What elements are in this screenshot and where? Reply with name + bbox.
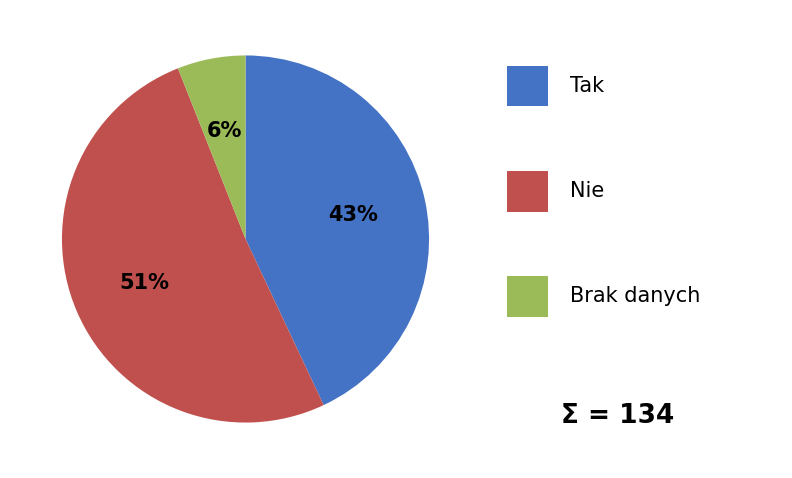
Text: Nie: Nie xyxy=(570,181,604,201)
Text: 43%: 43% xyxy=(328,205,378,225)
Text: 51%: 51% xyxy=(120,273,169,293)
Wedge shape xyxy=(62,68,324,423)
Wedge shape xyxy=(246,55,429,405)
Text: 6%: 6% xyxy=(208,121,242,141)
Text: Tak: Tak xyxy=(570,76,604,96)
Text: Brak danych: Brak danych xyxy=(570,286,701,306)
Bar xyxy=(507,171,548,211)
Text: Σ = 134: Σ = 134 xyxy=(562,403,674,429)
Bar xyxy=(507,66,548,107)
Bar xyxy=(507,276,548,316)
Wedge shape xyxy=(178,55,246,239)
